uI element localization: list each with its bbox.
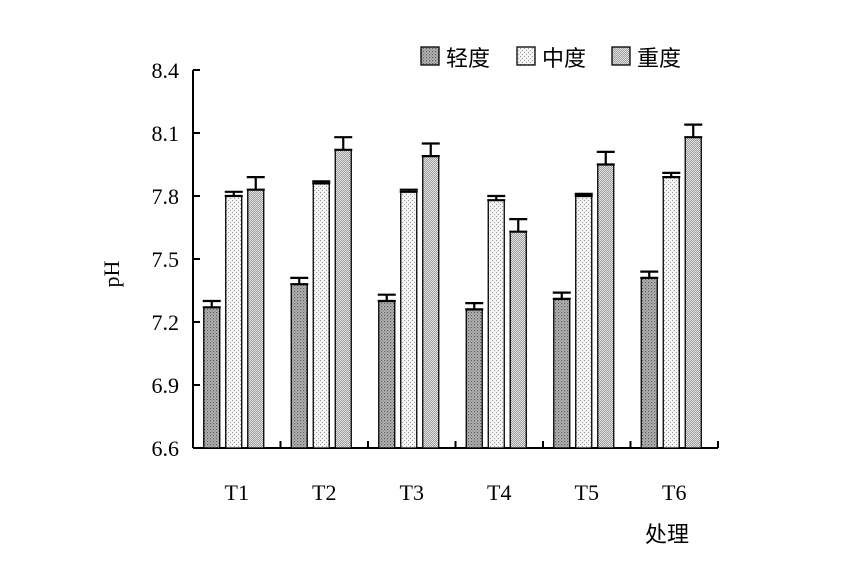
y-tick-label: 8.1	[152, 121, 180, 146]
legend-item-moderate: 中度	[516, 46, 586, 72]
x-tick-label: T1	[225, 480, 249, 505]
y-tick-label: 6.6	[152, 436, 180, 461]
y-tick-label: 7.8	[152, 184, 180, 209]
legend-label-mild: 轻度	[446, 47, 490, 72]
legend: 轻度 中度 重度	[420, 46, 681, 72]
bar	[378, 300, 396, 449]
x-tick-label: T6	[662, 480, 686, 505]
plot-area: 6.6 6.9 7.2 7.5 7.8 8.1 8.4 T1 T2 T3 T4 T5 T6	[152, 58, 719, 505]
legend-swatch-severe	[611, 46, 631, 66]
legend-label-severe: 重度	[637, 47, 681, 72]
bar	[225, 195, 243, 449]
bar	[575, 195, 593, 449]
y-tick-label: 7.2	[152, 310, 180, 335]
bar	[509, 231, 527, 449]
bar	[487, 199, 505, 449]
bar	[422, 155, 440, 449]
x-axis-title: 处理	[645, 523, 689, 548]
legend-swatch-mild	[420, 46, 440, 66]
bar	[334, 149, 352, 449]
y-tick-label: 7.5	[152, 247, 180, 272]
bar	[400, 191, 418, 449]
x-tick-label: T4	[487, 480, 511, 505]
bar	[662, 176, 680, 449]
y-tick-label: 8.4	[152, 58, 180, 83]
x-tick-label: T5	[575, 480, 599, 505]
bar	[640, 277, 658, 449]
bar	[465, 308, 483, 449]
bar	[597, 163, 615, 449]
bar	[553, 298, 571, 449]
bar	[290, 283, 308, 449]
y-axis-title: pH	[99, 260, 124, 287]
bar	[203, 306, 221, 449]
bar	[247, 189, 265, 449]
bar	[684, 136, 702, 449]
bar	[312, 182, 330, 449]
legend-label-moderate: 中度	[542, 47, 586, 72]
legend-item-severe: 重度	[611, 46, 681, 72]
legend-item-mild: 轻度	[420, 46, 490, 72]
legend-swatch-moderate	[516, 46, 536, 66]
x-tick-label: T3	[400, 480, 424, 505]
x-tick-label: T2	[312, 480, 336, 505]
y-tick-label: 6.9	[152, 373, 180, 398]
